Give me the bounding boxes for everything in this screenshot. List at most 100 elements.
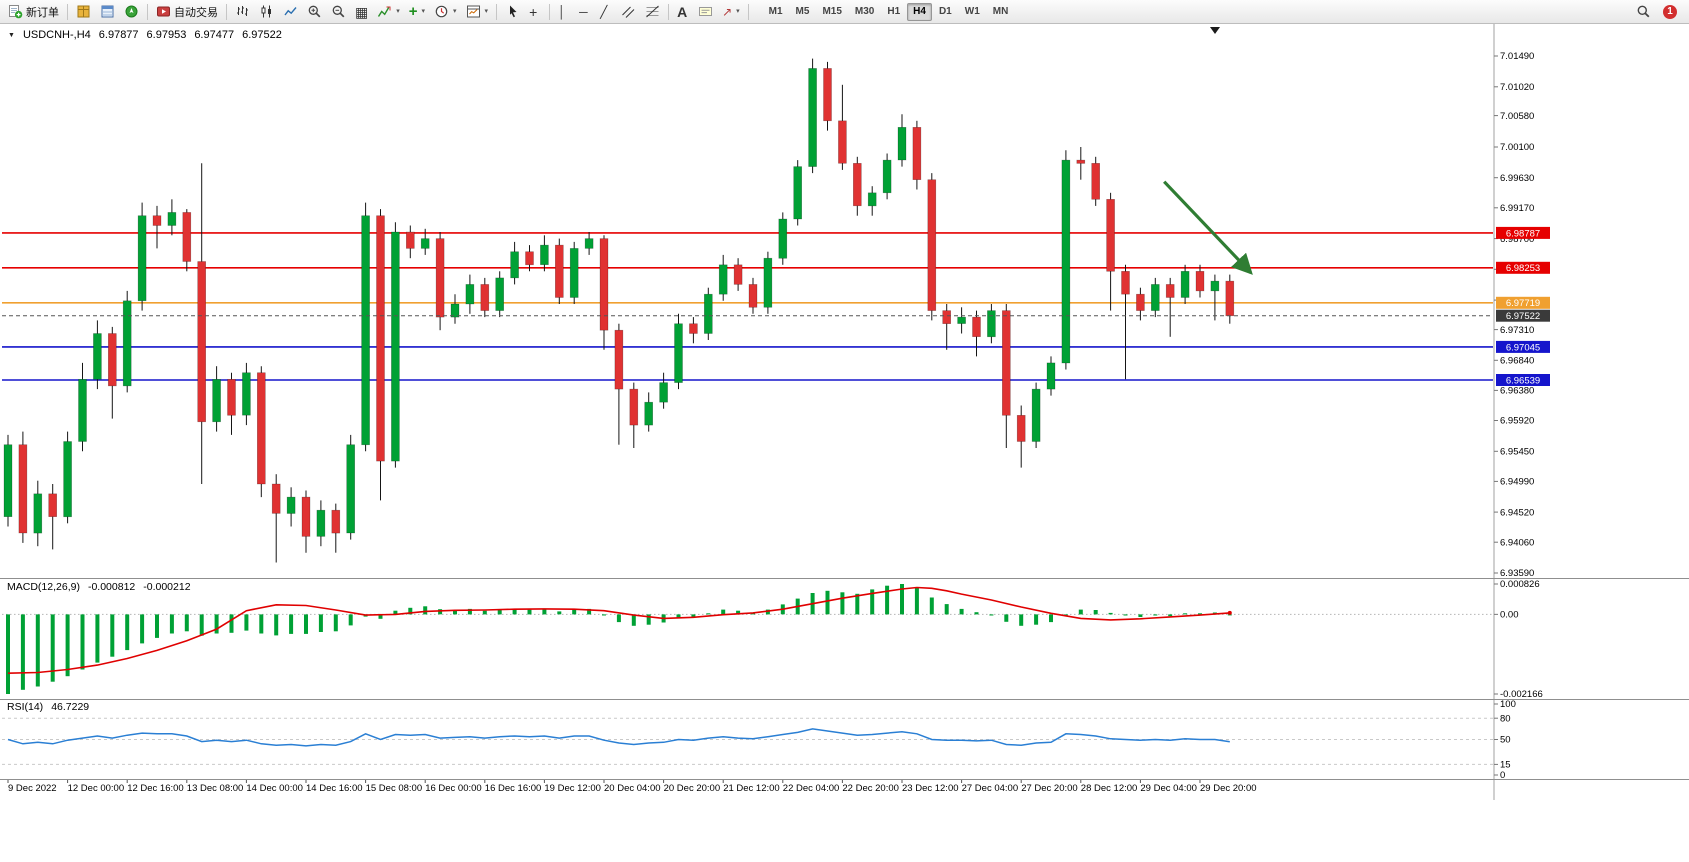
svg-text:15 Dec 08:00: 15 Dec 08:00	[366, 783, 423, 794]
tab-timeframe-w1[interactable]: W1	[959, 3, 986, 21]
bar-chart-type-button[interactable]	[231, 2, 254, 22]
data-window-button[interactable]	[96, 2, 119, 22]
price-axis[interactable]	[1494, 24, 1689, 779]
text-label-icon	[698, 4, 713, 19]
new-order-button[interactable]: 新订单	[4, 2, 63, 22]
macd-value: -0.000812	[87, 581, 136, 593]
svg-text:80: 80	[1500, 713, 1511, 724]
symbol-dropdown-icon[interactable]: ▼	[8, 31, 15, 39]
arrows-tool-button[interactable]: ↗ ▾	[718, 2, 744, 22]
vertical-line-icon: │	[558, 4, 566, 19]
text-tool-button[interactable]: A	[673, 2, 693, 22]
tab-timeframe-m5[interactable]: M5	[790, 3, 816, 21]
svg-text:6.96380: 6.96380	[1500, 386, 1534, 397]
chart-title: ▼ USDCNH-,H4 6.97877 6.97953 6.97477 6.9…	[8, 29, 282, 41]
svg-text:29 Dec 04:00: 29 Dec 04:00	[1140, 783, 1197, 794]
tab-timeframe-h4[interactable]: H4	[907, 2, 932, 21]
svg-text:6.99170: 6.99170	[1500, 203, 1534, 214]
macd-signal-line	[7, 586, 1230, 674]
trend-arrow-annotation	[1163, 180, 1253, 275]
toolbar-separator	[747, 3, 749, 20]
add-indicator-button[interactable]: + ▾	[405, 2, 429, 22]
panel-separator-rsi[interactable]	[0, 699, 1689, 700]
zoom-in-button[interactable]	[303, 2, 326, 22]
tab-timeframe-h1[interactable]: H1	[881, 3, 906, 21]
chevron-down-icon: ▾	[453, 8, 457, 15]
search-icon	[1636, 4, 1651, 19]
autotrading-button[interactable]: 自动交易	[152, 2, 222, 22]
tile-windows-button[interactable]: ▦	[351, 2, 372, 22]
rsi-level-lines	[2, 717, 1493, 765]
ohlc-bars-icon	[235, 4, 250, 19]
price-tag: 6.97522	[1496, 309, 1550, 322]
indicators-button[interactable]: ▾	[373, 2, 404, 22]
notification-badge[interactable]: 1	[1663, 4, 1677, 19]
toolbar-separator	[226, 3, 227, 20]
crosshair-icon: +	[529, 3, 538, 20]
svg-text:12 Dec 16:00: 12 Dec 16:00	[127, 783, 184, 794]
svg-text:7.01490: 7.01490	[1500, 51, 1534, 62]
crosshair-button[interactable]: +	[525, 2, 545, 22]
svg-text:7.00100: 7.00100	[1500, 142, 1534, 153]
svg-text:19 Dec 12:00: 19 Dec 12:00	[544, 783, 601, 794]
svg-text:14 Dec 00:00: 14 Dec 00:00	[246, 783, 303, 794]
svg-text:22 Dec 20:00: 22 Dec 20:00	[842, 783, 899, 794]
chart-shift-marker[interactable]	[1210, 27, 1220, 34]
market-watch-button[interactable]	[72, 2, 95, 22]
price-tag: 6.98787	[1496, 226, 1550, 239]
vertical-line-tool-button[interactable]: │	[554, 2, 574, 22]
channel-tool-button[interactable]	[617, 2, 640, 22]
rsi-panel-title: RSI(14) 46.7229	[7, 701, 89, 713]
svg-text:6.97045: 6.97045	[1506, 342, 1540, 353]
svg-text:6.98700: 6.98700	[1500, 234, 1534, 245]
chevron-down-icon: ▾	[484, 8, 489, 15]
ohlc-close: 6.97522	[242, 29, 282, 41]
search-button[interactable]	[1632, 2, 1655, 22]
svg-text:27 Dec 04:00: 27 Dec 04:00	[962, 783, 1019, 794]
rsi-line	[7, 728, 1230, 747]
tab-timeframe-mn[interactable]: MN	[987, 3, 1015, 21]
svg-text:14 Dec 16:00: 14 Dec 16:00	[306, 783, 363, 794]
zoom-out-button[interactable]	[327, 2, 350, 22]
navigator-button[interactable]	[120, 2, 143, 22]
svg-text:16 Dec 00:00: 16 Dec 00:00	[425, 783, 482, 794]
text-label-tool-button[interactable]	[694, 2, 717, 22]
tab-timeframe-d1[interactable]: D1	[933, 3, 958, 21]
svg-text:12 Dec 00:00: 12 Dec 00:00	[68, 783, 125, 794]
price-tag: 6.98253	[1496, 261, 1550, 274]
candles-layer	[3, 58, 1235, 563]
toolbar-separator	[67, 3, 68, 20]
new-order-icon	[8, 4, 23, 19]
svg-text:21 Dec 12:00: 21 Dec 12:00	[723, 783, 780, 794]
trendline-tool-button[interactable]: ╱	[596, 2, 616, 22]
toolbar-separator	[549, 3, 551, 20]
horizontal-line-tool-button[interactable]: ─	[575, 2, 595, 22]
fibonacci-tool-button[interactable]	[641, 2, 664, 22]
svg-text:28 Dec 12:00: 28 Dec 12:00	[1081, 783, 1138, 794]
templates-button[interactable]: ▾	[462, 2, 493, 22]
svg-text:0.000826: 0.000826	[1500, 579, 1540, 590]
svg-text:27 Dec 20:00: 27 Dec 20:00	[1021, 783, 1078, 794]
price-tag: 6.97045	[1496, 340, 1550, 353]
periods-button[interactable]: ▾	[430, 2, 461, 22]
svg-text:0.00: 0.00	[1500, 610, 1519, 621]
panel-separator-macd[interactable]	[0, 578, 1689, 579]
line-chart-type-button[interactable]	[279, 2, 302, 22]
svg-text:6.98253: 6.98253	[1506, 263, 1540, 274]
market-watch-icon	[76, 4, 91, 19]
tab-timeframe-m1[interactable]: M1	[763, 3, 789, 21]
indicators-icon	[377, 4, 392, 19]
cursor-button[interactable]	[501, 2, 524, 22]
time-axis[interactable]	[0, 780, 1494, 800]
tab-timeframe-m30[interactable]: M30	[849, 3, 880, 21]
svg-text:6.97310: 6.97310	[1500, 325, 1534, 336]
line-chart-icon	[283, 4, 298, 19]
panel-separator-timeaxis[interactable]	[0, 779, 1689, 780]
tab-timeframe-m15[interactable]: M15	[816, 3, 847, 21]
zoom-out-icon	[331, 4, 346, 19]
toolbar-right-group: 1	[1632, 2, 1685, 22]
candlestick-chart-type-button[interactable]	[255, 2, 278, 22]
ohlc-low: 6.97477	[194, 29, 235, 41]
